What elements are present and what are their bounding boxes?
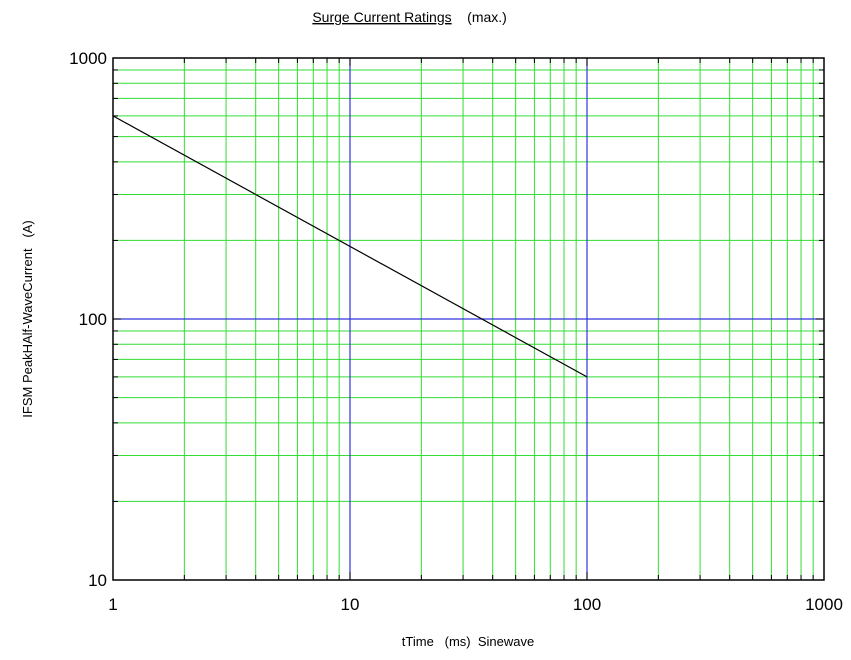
tick-marks <box>112 58 824 581</box>
y-tick-label: 100 <box>79 310 107 329</box>
chart-title: Surge Current Ratings <box>312 9 451 25</box>
x-tick-label: 1 <box>108 595 117 614</box>
x-tick-label: 100 <box>573 595 601 614</box>
grid <box>113 58 824 580</box>
x-tick-label: 10 <box>341 595 360 614</box>
y-tick-label: 1000 <box>69 49 107 68</box>
surge-current-line <box>112 115 588 378</box>
y-axis-label: IFSM PeakHAlf-WaveCurrent (A) <box>20 220 35 417</box>
x-tick-label: 1000 <box>805 595 843 614</box>
y-tick-label: 10 <box>88 571 107 590</box>
chart-subtitle: (max.) <box>467 9 507 25</box>
series-layer <box>112 115 588 378</box>
x-axis-label: tTime (ms) Sinewave <box>402 634 534 649</box>
